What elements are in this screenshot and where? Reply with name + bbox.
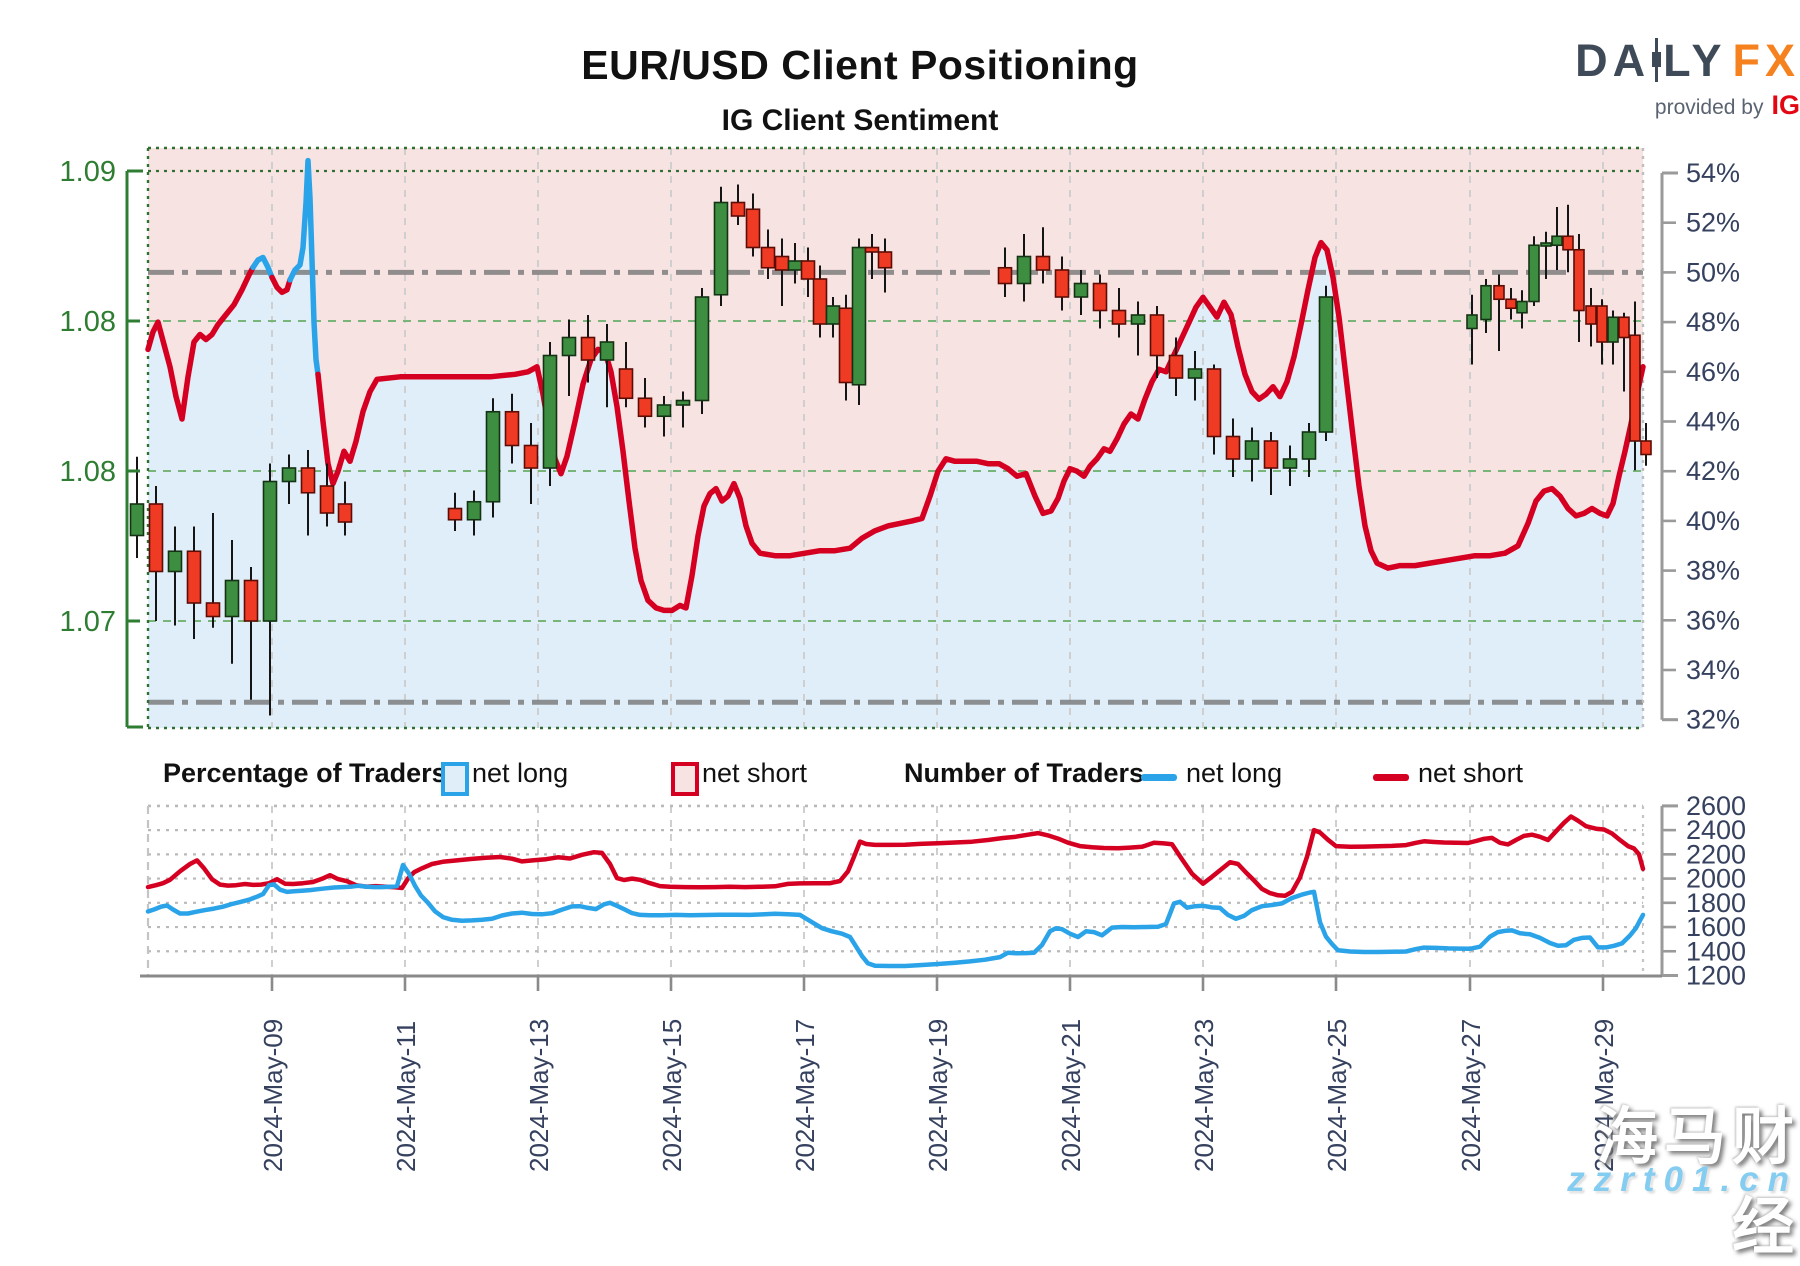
background-fills — [148, 148, 1643, 729]
logo-text-fx: FX — [1732, 35, 1800, 86]
svg-text:36%: 36% — [1686, 605, 1740, 635]
count-axis — [1660, 804, 1678, 977]
dailyfx-wordmark: DA LY FX — [1512, 38, 1800, 83]
svg-text:2024-May-13: 2024-May-13 — [524, 1019, 554, 1172]
logo-text-da: DA — [1575, 35, 1651, 86]
svg-text:1.07: 1.07 — [60, 606, 116, 638]
svg-text:2024-May-25: 2024-May-25 — [1322, 1019, 1352, 1172]
svg-text:46%: 46% — [1686, 357, 1740, 387]
svg-text:38%: 38% — [1686, 556, 1740, 586]
net-short-swatch-icon — [671, 762, 699, 796]
svg-text:32%: 32% — [1686, 705, 1740, 735]
svg-text:2600: 2600 — [1686, 791, 1746, 821]
legend-pct-net-short-label: net short — [702, 758, 808, 788]
svg-text:34%: 34% — [1686, 655, 1740, 685]
provided-by-text: provided by — [1654, 96, 1764, 119]
svg-text:2024-May-27: 2024-May-27 — [1456, 1019, 1486, 1172]
svg-text:2024-May-21: 2024-May-21 — [1056, 1019, 1086, 1172]
svg-text:2024-May-17: 2024-May-17 — [790, 1019, 820, 1172]
legend-pct-net-long-label: net long — [472, 758, 569, 788]
svg-text:2400: 2400 — [1686, 815, 1746, 845]
provided-by-line: provided by IG — [1512, 92, 1800, 119]
svg-text:48%: 48% — [1686, 307, 1740, 337]
page-title: EUR/USD Client Positioning — [581, 42, 1139, 88]
svg-text:1200: 1200 — [1686, 961, 1746, 991]
logo-text-ly: LY — [1663, 35, 1727, 86]
svg-text:1600: 1600 — [1686, 912, 1746, 942]
svg-text:1.09: 1.09 — [60, 156, 116, 188]
svg-text:40%: 40% — [1686, 506, 1740, 536]
price-axis — [125, 169, 143, 729]
percentage-axis — [1660, 171, 1678, 722]
legend-percentage-header: Percentage of Traders — [163, 758, 447, 788]
dailyfx-logo: DA LY FX provided by IG — [1512, 38, 1800, 119]
svg-text:1.08: 1.08 — [60, 456, 116, 488]
chart-subtitle: IG Client Sentiment — [721, 104, 999, 137]
svg-text:2024-May-19: 2024-May-19 — [923, 1019, 953, 1172]
svg-text:1800: 1800 — [1686, 888, 1746, 918]
svg-text:2024-May-15: 2024-May-15 — [657, 1019, 687, 1172]
svg-text:1400: 1400 — [1686, 936, 1746, 966]
svg-text:2024-May-09: 2024-May-09 — [258, 1019, 288, 1172]
legend-num-net-short-label: net short — [1418, 758, 1524, 788]
net-short-line-icon — [1373, 774, 1409, 781]
svg-text:2024-May-29: 2024-May-29 — [1589, 1019, 1619, 1172]
net-long-line-icon — [1141, 774, 1177, 781]
svg-text:50%: 50% — [1686, 257, 1740, 287]
legend-number-header: Number of Traders — [904, 758, 1145, 788]
svg-text:1.08: 1.08 — [60, 306, 116, 338]
svg-text:2024-May-23: 2024-May-23 — [1189, 1019, 1219, 1172]
net-long-swatch-icon — [441, 762, 469, 796]
svg-text:44%: 44% — [1686, 407, 1740, 437]
candlestick-icon — [1650, 38, 1663, 82]
date-axis — [140, 974, 1662, 991]
sentiment-chart-canvas: 1.09 1.08 1.08 1.07 54% 52% 50% 48% 46% 44% 42% 40%… — [60, 146, 1746, 1172]
ig-logo: IG — [1771, 90, 1800, 120]
trader-count-lines — [145, 814, 1646, 969]
legend-num-net-long-label: net long — [1186, 758, 1283, 788]
candles-layer — [129, 184, 1652, 716]
svg-text:2200: 2200 — [1686, 839, 1746, 869]
svg-text:52%: 52% — [1686, 208, 1740, 238]
svg-text:2000: 2000 — [1686, 864, 1746, 894]
plot-borders — [146, 146, 1645, 976]
svg-text:2024-May-11: 2024-May-11 — [391, 1021, 421, 1172]
svg-text:42%: 42% — [1686, 456, 1740, 486]
watermark-url: zzrt01.cn — [1567, 1160, 1798, 1199]
svg-text:54%: 54% — [1686, 158, 1740, 188]
